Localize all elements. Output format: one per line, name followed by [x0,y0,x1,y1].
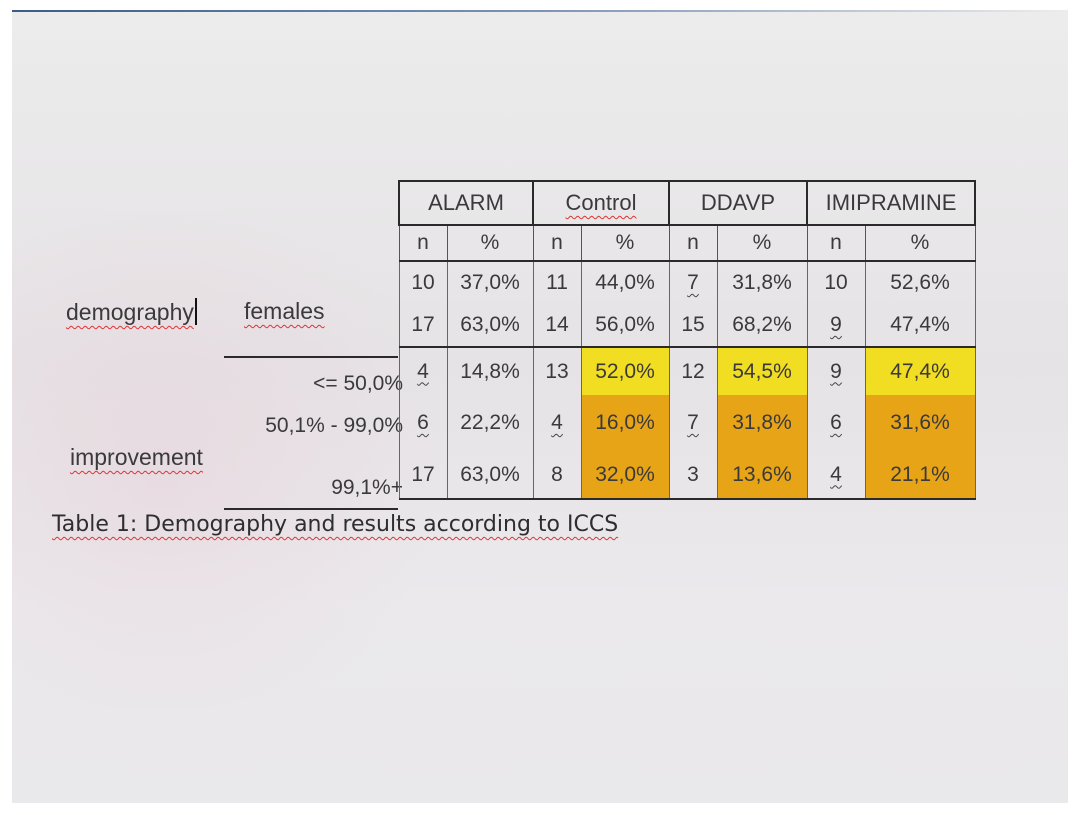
column-header: n [806,224,866,262]
table-cell: 17 [398,304,448,348]
column-header: n [668,224,718,262]
table-cell: 7 [668,395,718,451]
table-cell: 9 [806,347,866,395]
table-cell: 11 [532,261,582,304]
table-cell: 6 [398,395,448,451]
demography-label: demography [66,298,197,326]
table-row: 17 63,0% 14 56,0% 15 68,2% 9 47,4% [398,304,976,348]
table-cell: 13,6% [716,451,808,500]
group-header: IMIPRAMINE [806,180,976,226]
improvement-level-1: <= 50,0% [313,372,403,395]
table-row: 10 37,0% 11 44,0% 7 31,8% 10 52,6% [398,261,976,304]
table-row: 6 22,2% 4 16,0% 7 31,8% 6 31,6% [398,395,976,451]
table-cell: 4 [398,347,448,395]
table-cell: 9 [806,304,866,348]
table-caption: Table 1: Demography and results accordin… [52,512,619,537]
table-cell: 17 [398,451,448,500]
window-edge [12,10,1068,12]
table-cell: 14 [532,304,582,348]
column-header: n [398,224,448,262]
table-cell: 31,8% [716,395,808,451]
table-cell: 10 [398,261,448,304]
improvement-level-3: 99,1%+ [331,476,403,499]
table-cell: 31,8% [716,261,808,304]
column-header: % [864,224,976,262]
table-cell: 52,6% [864,261,976,304]
table-cell: 32,0% [580,451,670,500]
table-cell: 68,2% [716,304,808,348]
table-cell: 8 [532,451,582,500]
table-cell: 21,1% [864,451,976,500]
improvement-label: improvement [70,444,203,470]
table-cell: 3 [668,451,718,500]
results-table: ALARM Control DDAVP IMIPRAMINE n % n % n… [398,180,976,500]
group-header-row: ALARM Control DDAVP IMIPRAMINE [398,180,976,226]
table-cell: 15 [668,304,718,348]
table-cell: 7 [668,261,718,304]
table-cell: 10 [806,261,866,304]
column-header: % [716,224,808,262]
table-cell: 13 [532,347,582,395]
column-header: % [446,224,534,262]
table-cell: 44,0% [580,261,670,304]
group-header: ALARM [398,180,534,226]
table-cell: 52,0% [580,347,670,395]
improvement-level-2: 50,1% - 99,0% [265,414,403,437]
column-header: % [580,224,670,262]
table-cell: 16,0% [580,395,670,451]
table-row: 17 63,0% 8 32,0% 3 13,6% 4 21,1% [398,451,976,500]
column-header: n [532,224,582,262]
table-cell: 54,5% [716,347,808,395]
table-cell: 14,8% [446,347,534,395]
table-cell: 4 [806,451,866,500]
table-cell: 63,0% [446,304,534,348]
table-cell: 22,2% [446,395,534,451]
table-cell: 4 [532,395,582,451]
table-cell: 12 [668,347,718,395]
group-header: DDAVP [668,180,808,226]
table-row: 4 14,8% 13 52,0% 12 54,5% 9 47,4% [398,347,976,395]
improvement-bottom-rule [224,508,398,510]
group-header: Control [532,180,670,226]
table-cell: 47,4% [864,304,976,348]
table-cell: 31,6% [864,395,976,451]
table-cell: 63,0% [446,451,534,500]
improvement-top-rule [224,356,398,358]
text-cursor [194,298,197,325]
table-cell: 37,0% [446,261,534,304]
subheader-row: n % n % n % n % [398,224,976,262]
females-label: females [244,298,325,324]
table-cell: 6 [806,395,866,451]
table-cell: 47,4% [864,347,976,395]
table-cell: 56,0% [580,304,670,348]
